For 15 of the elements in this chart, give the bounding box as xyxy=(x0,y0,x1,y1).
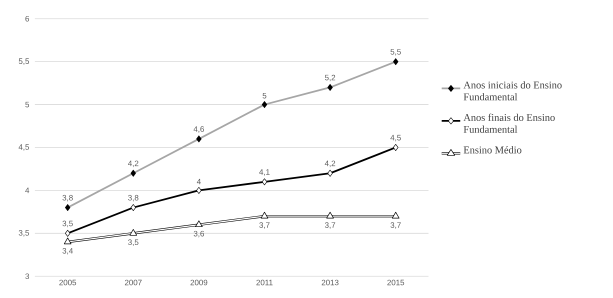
point xyxy=(260,212,268,219)
point xyxy=(327,170,333,177)
point xyxy=(326,212,334,219)
point xyxy=(392,212,400,219)
point xyxy=(262,178,268,186)
legend-label: Anos iniciais do Ensino Fundamental xyxy=(463,81,562,100)
point xyxy=(393,144,398,151)
point xyxy=(130,204,136,212)
point xyxy=(196,186,202,194)
legend-label: Ensino Médio xyxy=(464,146,522,154)
point xyxy=(130,229,138,236)
legend-label: Anos finais do Ensino Fundamental xyxy=(463,114,555,133)
point xyxy=(195,220,203,228)
point xyxy=(65,230,70,237)
point xyxy=(64,238,72,244)
